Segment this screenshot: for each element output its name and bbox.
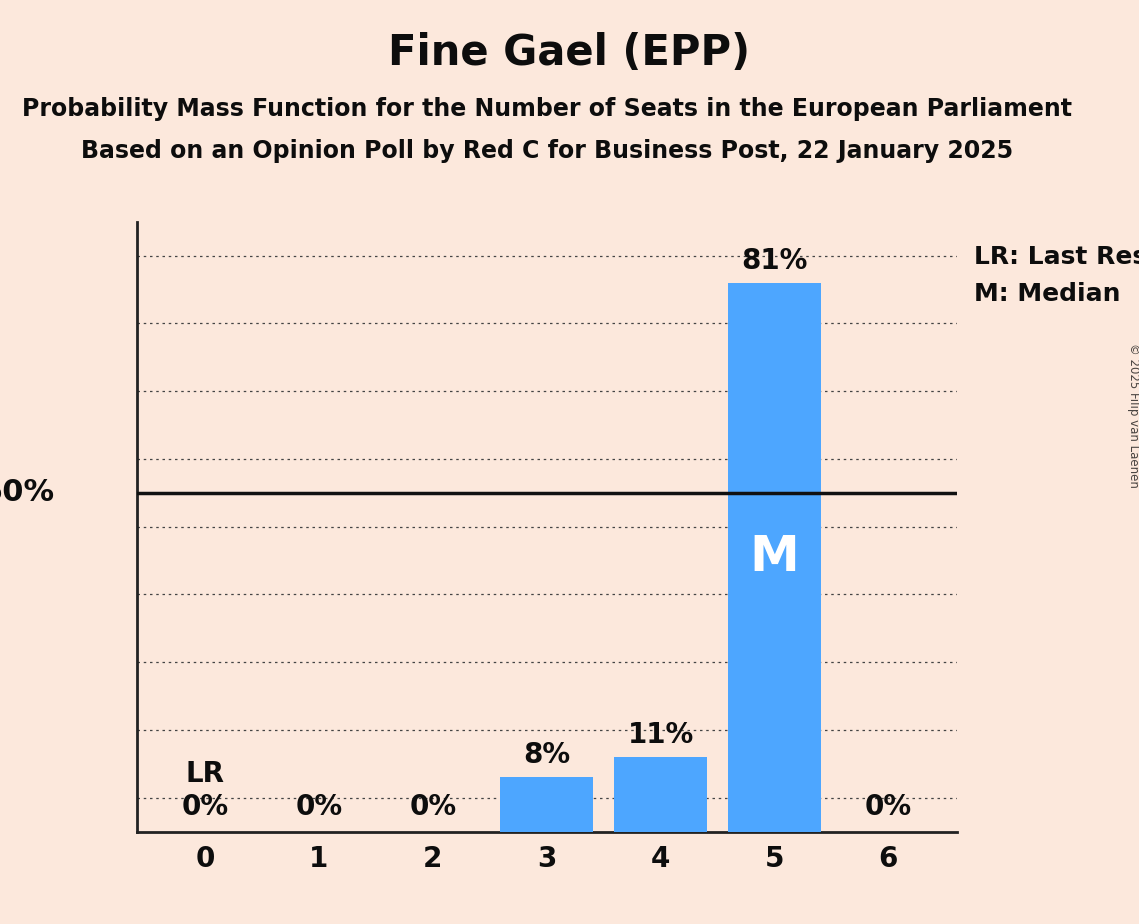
- Text: Based on an Opinion Poll by Red C for Business Post, 22 January 2025: Based on an Opinion Poll by Red C for Bu…: [81, 139, 1013, 163]
- Text: 0%: 0%: [295, 794, 343, 821]
- Bar: [500, 777, 593, 832]
- Text: Fine Gael (EPP): Fine Gael (EPP): [388, 32, 751, 74]
- Text: 0%: 0%: [409, 794, 457, 821]
- Text: LR: Last Result: LR: Last Result: [974, 245, 1139, 269]
- Text: Probability Mass Function for the Number of Seats in the European Parliament: Probability Mass Function for the Number…: [22, 97, 1072, 121]
- Bar: [728, 283, 821, 832]
- Text: 8%: 8%: [523, 741, 571, 770]
- Text: M: M: [749, 533, 800, 581]
- Text: 0%: 0%: [181, 794, 229, 821]
- Text: M: Median: M: Median: [974, 282, 1121, 306]
- Text: 81%: 81%: [741, 247, 808, 274]
- Bar: [614, 757, 707, 832]
- Text: 0%: 0%: [865, 794, 912, 821]
- Text: 50%: 50%: [0, 479, 55, 507]
- Text: © 2025 Filip van Laenen: © 2025 Filip van Laenen: [1126, 344, 1139, 488]
- Text: LR: LR: [186, 760, 224, 787]
- Text: 11%: 11%: [628, 721, 694, 749]
